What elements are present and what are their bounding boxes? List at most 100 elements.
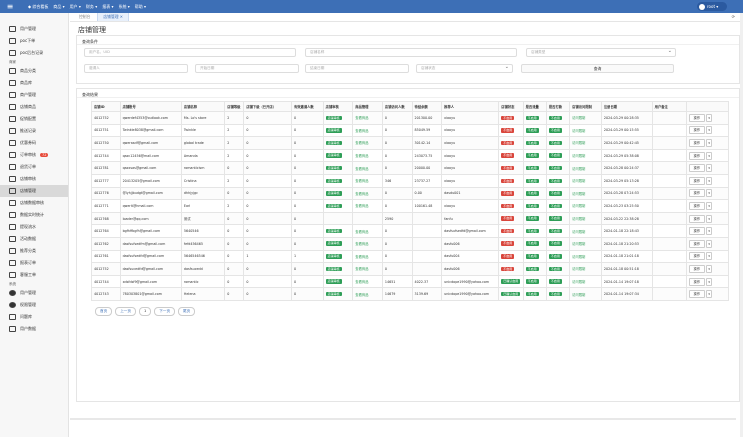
status-badge[interactable]: 不启用 (548, 203, 562, 209)
status-badge[interactable]: 不启用 (548, 279, 562, 284)
status-badge[interactable]: 不启用 (501, 254, 515, 259)
status-badge[interactable]: 不启用 (525, 153, 539, 158)
sidebar-item[interactable]: 用户管理 (0, 287, 68, 299)
chevron-down-icon[interactable]: ▾ (706, 264, 713, 273)
sidebar-item[interactable]: 报表订单 (0, 257, 68, 269)
inviter-input[interactable]: 邀请人 (84, 64, 188, 73)
action-button[interactable]: 操作 (688, 252, 706, 261)
access-limit-link[interactable]: 访问限制 (572, 217, 586, 222)
access-limit-link[interactable]: 访问限制 (572, 128, 586, 133)
view-products-link[interactable]: 查看商品 (355, 179, 369, 184)
action-button[interactable]: 操作 (688, 189, 706, 198)
status-badge[interactable]: 不启用 (548, 241, 562, 246)
chevron-down-icon[interactable]: ▾ (706, 227, 713, 236)
status-badge[interactable]: 不启用 (548, 266, 562, 272)
status-badge[interactable]: 不启用 (525, 128, 539, 133)
shop-review-button[interactable]: 店铺审核 (325, 115, 342, 121)
tab[interactable]: 店铺管理 ✕ (97, 13, 129, 21)
status-badge[interactable]: 不启用 (548, 153, 562, 158)
access-limit-link[interactable]: 访问限制 (572, 179, 586, 184)
action-button[interactable]: 操作 (688, 264, 706, 273)
status-badge[interactable]: 已确认启用 (501, 279, 521, 284)
view-products-link[interactable]: 查看商品 (355, 166, 369, 171)
sidebar-item[interactable]: 数据实时统计 (0, 209, 68, 221)
action-button[interactable]: 操作 (688, 138, 706, 147)
sidebar-item[interactable]: 客服工单 (0, 269, 68, 281)
status-badge[interactable]: 不启用 (501, 115, 515, 121)
sidebar-item[interactable]: 商户管理 (0, 89, 68, 101)
action-button[interactable]: 操作 (688, 227, 706, 236)
sidebar-item[interactable]: 优惠券码 (0, 137, 68, 149)
access-limit-link[interactable]: 访问限制 (572, 229, 586, 234)
action-button[interactable]: 操作 (688, 126, 706, 135)
action-button[interactable]: 操作 (688, 151, 706, 160)
access-limit-link[interactable]: 访问限制 (572, 191, 586, 196)
view-products-link[interactable]: 查看商品 (355, 116, 369, 121)
access-limit-link[interactable]: 访问限制 (572, 141, 586, 146)
status-badge[interactable]: 不启用 (548, 216, 562, 221)
chevron-down-icon[interactable]: ▾ (706, 189, 713, 198)
access-limit-link[interactable]: 访问限制 (572, 154, 586, 159)
sidebar-item[interactable]: 活动数据 (0, 233, 68, 245)
access-limit-link[interactable]: 访问限制 (572, 166, 586, 171)
view-products-link[interactable]: 查看商品 (355, 254, 369, 259)
action-button[interactable]: 操作 (688, 201, 706, 210)
user-menu[interactable]: root ▾ (697, 2, 727, 11)
chevron-down-icon[interactable]: ▾ (706, 138, 713, 147)
shop-review-button[interactable]: 店铺审核 (325, 228, 342, 234)
status-badge[interactable]: 已确认启用 (501, 291, 521, 297)
shop-review-button[interactable]: 店铺审核 (325, 165, 342, 171)
shop-review-button[interactable]: 店铺审核 (325, 153, 342, 158)
chevron-down-icon[interactable]: ▾ (706, 176, 713, 185)
sidebar-item[interactable]: 店铺审核 (0, 173, 68, 185)
sidebar-item[interactable]: 权限管理 (0, 299, 68, 311)
view-products-link[interactable]: 查看商品 (355, 267, 369, 272)
pager-button[interactable]: 1 (138, 306, 152, 316)
action-button[interactable]: 操作 (688, 176, 706, 185)
status-badge[interactable]: 不启用 (525, 216, 539, 221)
top-nav-item[interactable]: 商品 ▾ (53, 3, 65, 9)
shop-review-button[interactable]: 店铺审核 (325, 140, 342, 146)
view-products-link[interactable]: 查看商品 (355, 191, 369, 196)
access-limit-link[interactable]: 访问限制 (572, 116, 586, 121)
view-products-link[interactable]: 查看商品 (355, 229, 369, 234)
status-badge[interactable]: 不启用 (525, 279, 539, 284)
access-limit-link[interactable]: 访问限制 (572, 242, 586, 247)
refresh-icon[interactable]: ⟳ (731, 14, 735, 19)
view-products-link[interactable]: 查看商品 (355, 154, 369, 159)
status-badge[interactable]: 不启用 (501, 128, 515, 133)
status-badge[interactable]: 不启用 (525, 254, 539, 259)
status-badge[interactable]: 不启用 (548, 178, 562, 184)
status-badge[interactable]: 不启用 (548, 254, 562, 259)
menu-icon[interactable]: ≡ (6, 2, 14, 11)
username-input[interactable]: 用户名、UID (84, 48, 296, 57)
sidebar-item[interactable]: 店铺数据审核 (0, 197, 68, 209)
sidebar-item[interactable]: 订单审核 72 (0, 149, 68, 161)
sidebar-item[interactable]: 用户管理 (0, 23, 68, 35)
access-limit-link[interactable]: 访问限制 (572, 204, 586, 209)
pager-button[interactable]: 上一页 (115, 306, 136, 316)
access-limit-link[interactable]: 访问限制 (572, 254, 586, 259)
shop-review-button[interactable]: 店铺审核 (325, 128, 342, 133)
shop-type-select[interactable]: 店铺类型 (526, 48, 676, 57)
sidebar-item[interactable]: 推荐分类 (0, 245, 68, 257)
action-button[interactable]: 操作 (688, 277, 706, 286)
pager-button[interactable]: 首页 (95, 306, 113, 316)
status-badge[interactable]: 不启用 (501, 216, 515, 221)
shop-review-button[interactable]: 店铺审核 (325, 266, 342, 272)
sidebar-item[interactable]: 提现流水 (0, 221, 68, 233)
action-button[interactable]: 操作 (688, 214, 706, 223)
view-products-link[interactable]: 查看商品 (355, 280, 369, 285)
view-products-link[interactable]: 查看商品 (355, 141, 369, 146)
action-button[interactable]: 操作 (688, 290, 706, 299)
status-badge[interactable]: 不启用 (525, 178, 539, 184)
status-badge[interactable]: 不启用 (525, 115, 539, 121)
shop-review-button[interactable]: 店铺审核 (325, 203, 342, 209)
status-badge[interactable]: 不启用 (548, 165, 562, 171)
sidebar-item[interactable]: 店铺商品 (0, 101, 68, 113)
status-badge[interactable]: 不启用 (501, 165, 515, 171)
shop-review-button[interactable]: 店铺审核 (325, 191, 342, 196)
end-date-input[interactable]: 结束日期 (305, 64, 409, 73)
chevron-down-icon[interactable]: ▾ (706, 164, 713, 173)
status-badge[interactable]: 不启用 (548, 140, 562, 146)
